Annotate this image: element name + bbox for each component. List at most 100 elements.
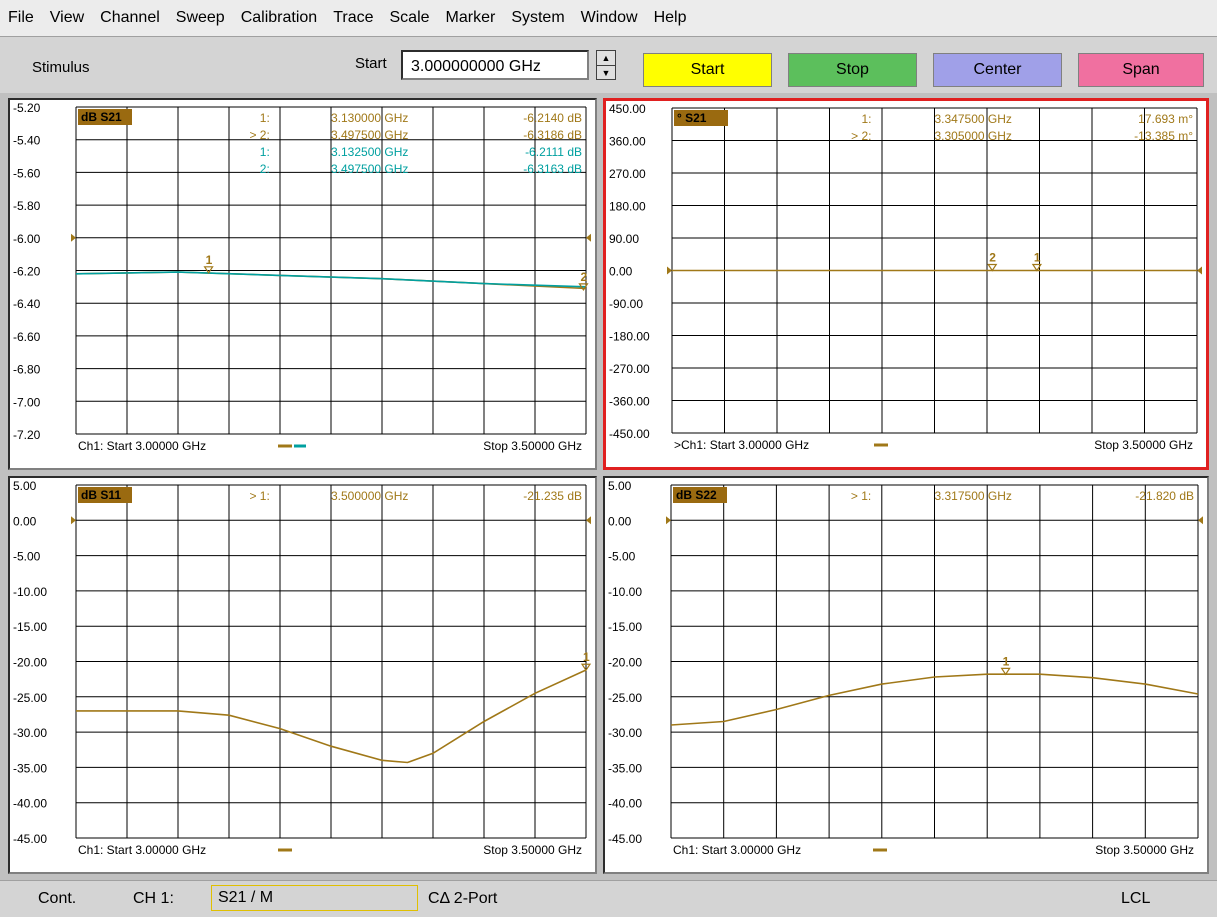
sweep-mode-status: Cont.: [38, 890, 77, 907]
channel-status: CH 1:: [133, 890, 174, 907]
reference-level-arrow-icon: [666, 516, 671, 525]
y-tick-label: -6.20: [13, 265, 41, 279]
menu-view[interactable]: View: [49, 9, 85, 26]
y-tick-label: -6.60: [13, 330, 41, 344]
y-tick-label: -180.00: [609, 330, 650, 344]
menu-marker[interactable]: Marker: [445, 9, 496, 26]
y-tick-label: 5.00: [13, 479, 37, 493]
marker-readout-value: -6.2140 dB: [523, 111, 582, 125]
reference-level-arrow-icon: [71, 516, 76, 525]
y-tick-label: 360.00: [609, 135, 646, 149]
y-tick-label: 0.00: [13, 514, 37, 528]
y-tick-label: -25.00: [13, 691, 47, 705]
trace-plot: 450.00 360.00 270.00 180.00 90.00 0.00 -90.00 -…: [609, 102, 1202, 452]
y-tick-label: 5.00: [608, 479, 632, 493]
center-button[interactable]: Center: [933, 53, 1062, 87]
menu-scale[interactable]: Scale: [389, 9, 430, 26]
trace-plot: 5.00 0.00 -5.00 -10.00 -15.00 -20.00 -25.00 -30…: [608, 479, 1203, 857]
marker-readout-value: 17.693 m°: [1138, 112, 1193, 126]
span-button[interactable]: Span: [1078, 53, 1204, 87]
y-tick-label: -7.00: [13, 395, 41, 409]
y-tick-label: -20.00: [13, 656, 47, 670]
y-tick-label: 270.00: [609, 167, 646, 181]
y-tick-label: -6.40: [13, 297, 41, 311]
y-tick-label: 180.00: [609, 200, 646, 214]
stop-button[interactable]: Stop: [788, 53, 917, 87]
marker-readout-number: > 1:: [249, 489, 269, 503]
marker-label: 2: [580, 270, 587, 284]
stimulus-toolbar: Stimulus Start 3.000000000 GHz ▲ ▼ Start…: [0, 37, 1217, 93]
y-tick-label: 0.00: [608, 514, 632, 528]
menu-file[interactable]: File: [8, 9, 34, 26]
spin-up-icon[interactable]: ▲: [597, 51, 615, 66]
trace-title-badge: [673, 487, 727, 503]
trace-title-badge: [78, 109, 132, 125]
marker-readout-value: -6.3186 dB: [523, 128, 582, 142]
trace-line: [75, 271, 587, 288]
menu-calibration[interactable]: Calibration: [240, 9, 318, 26]
menu-system[interactable]: System: [511, 9, 565, 26]
marker-readout-frequency: 3.130000 GHz: [331, 111, 408, 125]
start-frequency-spinner[interactable]: ▲ ▼: [596, 50, 616, 80]
start-frequency-input[interactable]: 3.000000000 GHz: [401, 50, 589, 80]
menu-sweep[interactable]: Sweep: [175, 9, 225, 26]
y-tick-label: -5.60: [13, 166, 41, 180]
marker-readout-value: -13.385 m°: [1134, 129, 1193, 143]
y-tick-label: -25.00: [608, 691, 642, 705]
marker-label: 1: [206, 253, 213, 267]
y-tick-label: 0.00: [609, 265, 633, 279]
y-tick-label: -360.00: [609, 395, 650, 409]
menu-window[interactable]: Window: [580, 9, 638, 26]
trace-title: dB S22: [676, 488, 717, 502]
marker-readout-frequency: 3.317500 GHz: [935, 489, 1012, 503]
marker-readout-frequency: 3.347500 GHz: [935, 112, 1012, 126]
spin-down-icon[interactable]: ▼: [601, 68, 611, 78]
trace-plot: 5.00 0.00 -5.00 -10.00 -15.00 -20.00 -25.00 -30…: [13, 479, 592, 857]
trace-title: ° S21: [677, 111, 707, 125]
marker-readout-number: 2:: [260, 162, 270, 176]
trace-title: dB S21: [81, 110, 122, 124]
y-tick-label: -20.00: [608, 656, 642, 670]
y-tick-label: -35.00: [13, 761, 47, 775]
menu-help[interactable]: Help: [653, 9, 687, 26]
marker-readout-value: -6.3163 dB: [523, 162, 582, 176]
reference-level-arrow-icon: [586, 233, 591, 242]
marker-readout-frequency: 3.305000 GHz: [935, 129, 1012, 143]
y-tick-label: -40.00: [13, 797, 47, 811]
marker-readout-frequency: 3.132500 GHz: [331, 145, 408, 159]
marker-label: 1: [1034, 251, 1041, 265]
trace-panel-s22[interactable]: 5.00 0.00 -5.00 -10.00 -15.00 -20.00 -25.00 -30…: [603, 476, 1209, 874]
y-tick-label: -35.00: [608, 761, 642, 775]
menu-trace[interactable]: Trace: [333, 9, 374, 26]
marker-readout-frequency: 3.497500 GHz: [331, 128, 408, 142]
sweep-start-label: >Ch1: Start 3.00000 GHz: [674, 438, 809, 452]
sweep-start-label: Ch1: Start 3.00000 GHz: [673, 843, 801, 857]
menu-channel[interactable]: Channel: [100, 9, 160, 26]
marker-readout-number: > 2:: [851, 129, 871, 143]
trace-panel-s11[interactable]: 5.00 0.00 -5.00 -10.00 -15.00 -20.00 -25.00 -30…: [8, 476, 597, 874]
y-tick-label: -15.00: [608, 620, 642, 634]
y-tick-label: -5.20: [13, 101, 41, 115]
marker-triangle-icon: [987, 263, 998, 272]
y-tick-label: 450.00: [609, 102, 646, 116]
trace-panel-s21-magnitude[interactable]: -5.20 -5.40 -5.60 -5.80 -6.00 -6.20 -6.40 -6.60…: [8, 98, 597, 470]
reference-level-arrow-icon: [667, 266, 672, 275]
y-tick-label: -45.00: [13, 832, 47, 846]
marker-readout-number: 1:: [260, 111, 270, 125]
start-field-label: Start: [355, 55, 387, 72]
active-trace-status[interactable]: S21 / M: [211, 885, 418, 911]
marker-readout-value: -21.235 dB: [523, 489, 582, 503]
y-tick-label: -5.00: [13, 550, 41, 564]
y-tick-label: 90.00: [609, 232, 639, 246]
y-tick-label: -7.20: [13, 428, 41, 442]
menu-bar: File View Channel Sweep Calibration Trac…: [0, 0, 1217, 37]
y-tick-label: -270.00: [609, 362, 650, 376]
y-tick-label: -40.00: [608, 797, 642, 811]
y-tick-label: -10.00: [13, 585, 47, 599]
trace-panel-s21-phase[interactable]: 450.00 360.00 270.00 180.00 90.00 0.00 -90.00 -…: [603, 98, 1209, 470]
trace-line: [670, 673, 1199, 726]
sweep-start-label: Ch1: Start 3.00000 GHz: [78, 439, 206, 453]
sweep-stop-label: Stop 3.50000 GHz: [483, 843, 582, 857]
start-button[interactable]: Start: [643, 53, 772, 87]
reference-level-arrow-icon: [1197, 266, 1202, 275]
